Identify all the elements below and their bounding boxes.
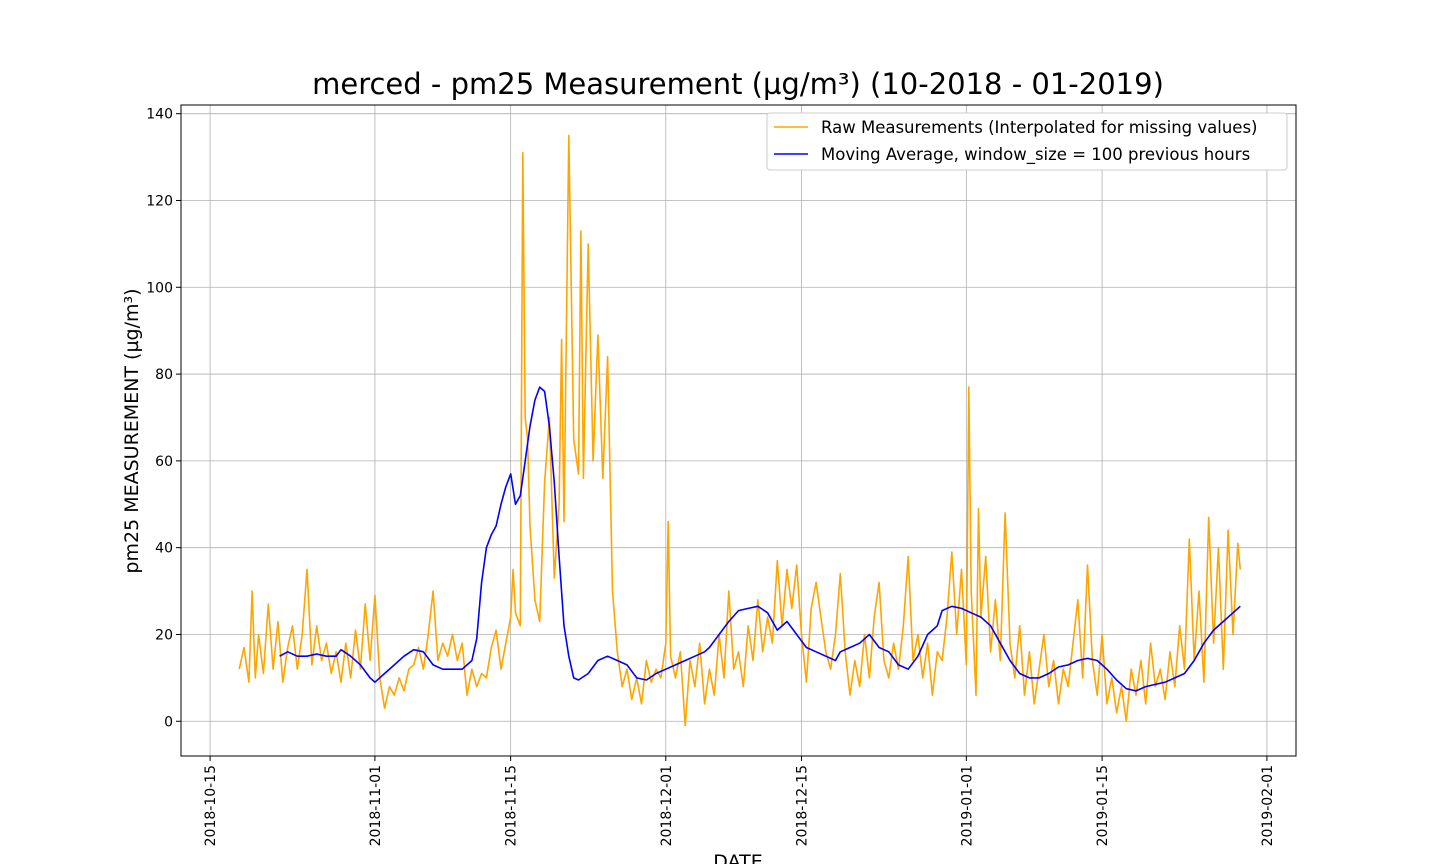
y-tick-label: 0 [164,714,173,730]
y-tick-label: 60 [155,454,173,470]
x-tick-label: 2018-10-15 [203,765,219,846]
raw-measurements-line [238,134,1242,727]
x-tick-label: 2018-12-15 [795,765,811,846]
x-tick-label: 2018-11-15 [504,765,520,846]
legend-box [766,112,1288,171]
moving-average-line [279,386,1241,692]
y-tick-label: 80 [155,367,173,383]
y-tick-label: 20 [155,627,173,643]
chart-title: merced - pm25 Measurement (µg/m³) (10-20… [312,67,1164,101]
y-tick-label: 120 [146,193,173,209]
legend: Raw Measurements (Interpolated for missi… [766,112,1288,171]
y-tick-label: 40 [155,541,173,557]
x-tick-label: 2018-11-01 [368,765,384,846]
grid [181,105,1296,756]
y-axis-label: pm25 MEASUREMENT (µg/m³) [121,288,143,573]
x-tick-label: 2019-01-01 [959,765,975,846]
y-axis: 0 20 40 60 80 100 120 140 [146,107,181,730]
x-axis: 2018-10-15 2018-11-01 2018-11-15 2018-12-01… [203,756,1276,846]
x-tick-label: 2019-01-15 [1095,765,1111,846]
y-tick-label: 100 [146,280,173,296]
x-axis-label: DATE [713,851,762,864]
x-tick-label: 2019-02-01 [1260,765,1276,846]
legend-label-raw: Raw Measurements (Interpolated for missi… [821,118,1258,137]
y-tick-label: 140 [146,107,173,123]
raw-measurements-series [238,134,1242,727]
moving-average-series [279,386,1241,692]
legend-label-moving-average: Moving Average, window_size = 100 previo… [821,145,1250,165]
plot-frame [180,104,1297,757]
x-tick-label: 2018-12-01 [659,765,675,846]
